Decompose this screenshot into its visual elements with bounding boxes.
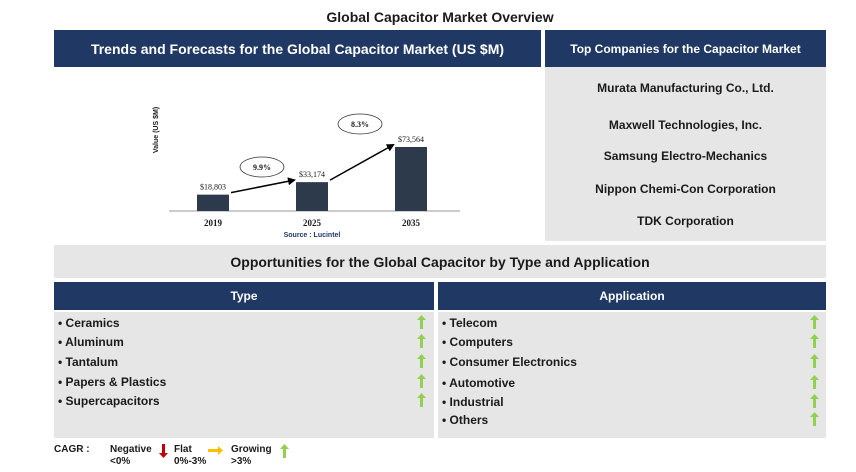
bar-chart: Value (US $M) $18,803 2019 $33,174 2025 $73,… [153,107,460,239]
type-item: • Aluminum [58,335,124,349]
legend-flat-name: Flat [174,444,192,455]
bar-2035 [395,147,427,211]
chart-source: Source : Lucintel [284,232,341,239]
type-header: Type [54,282,434,310]
company-item: Nippon Chemi-Con Corporation [595,182,776,196]
growing-arrow-icon [810,412,819,426]
legend-negative-range: <0% [110,456,131,467]
application-item: • Telecom [442,316,498,330]
bar-value-label: $18,803 [200,183,226,192]
growing-arrow-icon [810,315,819,329]
opportunities-header: Opportunities for the Global Capacitor b… [54,245,826,278]
cagr-bubble [239,156,285,178]
bar-value-label: $33,174 [299,170,325,179]
cagr-arrow [230,177,296,194]
application-item: • Industrial [442,395,504,409]
cagr-label: 8.3% [351,120,369,129]
x-tick-label: 2025 [303,218,322,228]
growing-arrow-icon [810,375,819,389]
bar-2019 [197,194,229,211]
growing-arrow-icon [417,334,426,348]
application-item: • Consumer Electronics [442,355,577,369]
application-list: • Telecom • Computers • Consumer Electro… [438,312,826,438]
growing-arrow-icon [417,374,426,388]
legend-negative-name: Negative [110,444,152,455]
y-axis-label: Value (US $M) [153,107,160,153]
x-tick-label: 2019 [204,218,223,228]
growing-arrow-icon [810,394,819,408]
bar-2025 [296,182,328,211]
type-item: • Supercapacitors [58,394,160,408]
bar-value-label: $73,564 [398,135,424,144]
legend-flat-range: 0%-3% [174,456,207,467]
application-header: Application [438,282,826,310]
flat-arrow-icon [208,446,223,455]
legend-label: CAGR : [54,444,90,455]
chart-header: Trends and Forecasts for the Global Capa… [54,30,541,67]
page-title: Global Capacitor Market Overview [326,9,554,25]
cagr-bubble [337,113,383,135]
legend-growing-range: >3% [231,456,252,467]
x-tick-label: 2035 [402,218,421,228]
cagr-arrow [329,144,395,181]
cagr-label: 9.9% [253,163,271,172]
growing-arrow-icon [417,315,426,329]
application-item: • Automotive [442,376,516,390]
company-item: Samsung Electro-Mechanics [603,149,768,163]
growing-arrow-icon [417,354,426,368]
type-item: • Tantalum [58,355,118,369]
application-item: • Others [442,413,489,427]
type-item: • Ceramics [58,316,120,330]
application-item: • Computers [442,335,513,349]
type-item: • Papers & Plastics [58,375,167,389]
companies-list: Murata Manufacturing Co., Ltd. Maxwell T… [545,67,826,241]
legend-growing: Growing >3% [231,444,272,468]
legend-flat: Flat 0%-3% [174,444,206,468]
companies-header: Top Companies for the Capacitor Market [545,30,826,67]
growing-arrow-icon [810,334,819,348]
company-item: Murata Manufacturing Co., Ltd. [597,81,774,95]
legend-negative: Negative <0% [110,444,152,468]
company-item: TDK Corporation [637,214,734,228]
type-list: • Ceramics • Aluminum • Tantalum • Paper… [54,312,434,438]
negative-arrow-icon [159,444,168,458]
growing-arrow-icon [417,393,426,407]
legend-growing-name: Growing [231,444,272,455]
growing-arrow-icon [280,444,289,458]
growing-arrow-icon [810,354,819,368]
company-item: Maxwell Technologies, Inc. [608,118,763,132]
